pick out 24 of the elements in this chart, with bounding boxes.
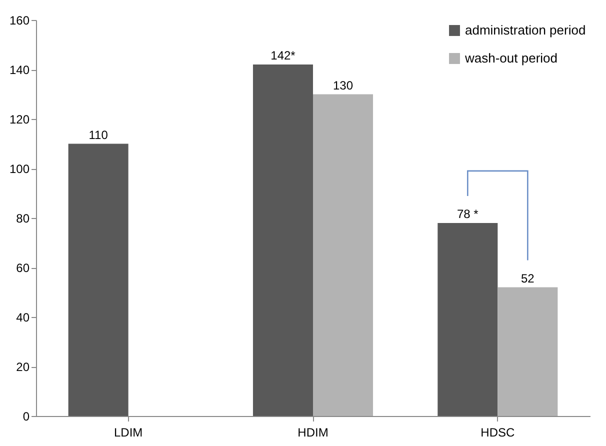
data-label: 130 xyxy=(332,78,354,92)
bar xyxy=(252,64,313,416)
y-tick-label: 80 xyxy=(16,212,30,226)
y-tick-label: 100 xyxy=(9,162,30,176)
legend-label: administration period xyxy=(465,22,586,38)
data-label: 78 * xyxy=(456,206,479,221)
y-tick-label: 160 xyxy=(9,14,30,28)
data-label: 110 xyxy=(88,128,108,142)
bar xyxy=(68,144,128,416)
y-tick-label: 140 xyxy=(9,63,30,77)
y-tick-label: 20 xyxy=(16,360,30,374)
data-label: 142* xyxy=(270,48,296,63)
x-tick-label: LDIM xyxy=(114,426,143,440)
bar xyxy=(438,222,498,416)
y-tick-label: 40 xyxy=(16,310,30,324)
y-tick-label: 120 xyxy=(9,112,30,126)
bar xyxy=(498,287,558,416)
legend-label: wash-out period xyxy=(464,50,558,66)
x-tick-label: HDSC xyxy=(480,426,515,440)
data-label: 52 xyxy=(520,271,535,286)
x-tick-label: HDIM xyxy=(298,426,328,440)
y-tick-label: 60 xyxy=(16,261,30,275)
bar xyxy=(313,94,374,416)
y-tick-label: 0 xyxy=(22,410,30,424)
